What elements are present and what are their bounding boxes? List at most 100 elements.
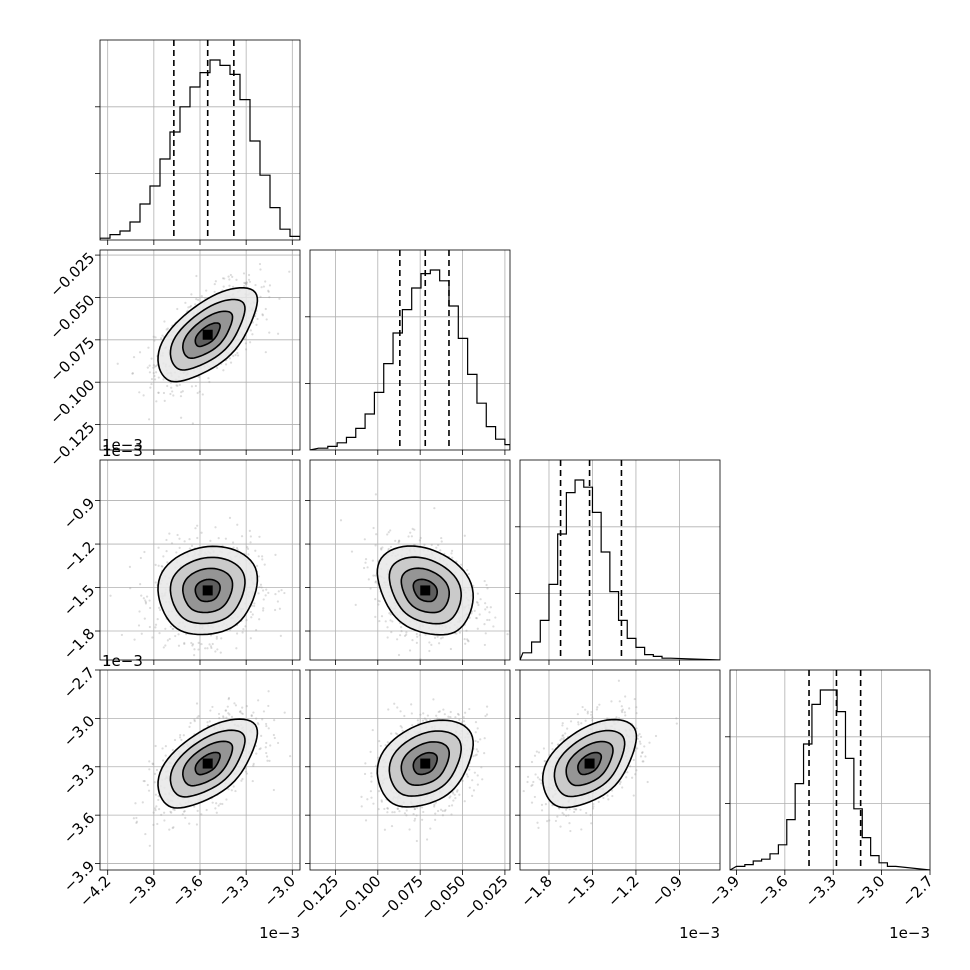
sample-point [423, 717, 426, 720]
sample-point [386, 533, 389, 536]
sample-point [262, 710, 266, 713]
sample-point [157, 795, 160, 798]
sample-point [161, 565, 164, 568]
sample-point [232, 354, 235, 358]
sample-point [222, 285, 225, 288]
sample-point [389, 619, 392, 622]
density-peak [202, 329, 213, 340]
sample-point [246, 547, 250, 550]
sample-point [398, 540, 401, 543]
sample-point [116, 362, 119, 365]
sample-point [195, 823, 199, 826]
histogram-step [310, 269, 510, 450]
sample-point [396, 807, 399, 810]
sample-point [160, 565, 163, 568]
sample-point [522, 789, 525, 793]
sample-point [233, 702, 236, 705]
sample-point [163, 399, 166, 402]
sample-point [245, 283, 248, 286]
sample-point [195, 702, 199, 705]
sample-point [399, 724, 402, 728]
sample-point [458, 718, 461, 721]
sample-point [109, 594, 112, 597]
sample-point [154, 581, 157, 584]
sample-point [135, 816, 138, 820]
sample-point [252, 711, 255, 714]
sample-point [164, 744, 167, 748]
sample-point [260, 286, 263, 289]
sample-point [225, 716, 228, 719]
sample-point [384, 620, 387, 623]
sample-point [396, 732, 399, 736]
sample-point [577, 723, 580, 726]
sample-point [159, 608, 162, 612]
sample-point [170, 542, 174, 545]
sample-point [255, 323, 258, 326]
sample-point [407, 535, 410, 538]
sample-point [165, 550, 168, 553]
sample-point [162, 378, 165, 381]
sample-point [372, 526, 375, 530]
sample-point [450, 549, 454, 552]
sample-point [632, 794, 635, 797]
sample-point [561, 734, 564, 737]
sample-point [142, 779, 145, 783]
sample-point [166, 639, 169, 642]
sample-point [155, 805, 158, 808]
sample-point [243, 337, 246, 341]
sample-point [268, 296, 271, 299]
sample-point [248, 529, 251, 532]
sample-point [426, 714, 430, 717]
density-contour [376, 545, 475, 636]
sample-point [460, 563, 463, 566]
sample-point [191, 644, 194, 647]
density-contour [400, 741, 450, 786]
sample-point [231, 541, 235, 544]
density-peak [420, 585, 431, 596]
sample-point [360, 805, 363, 808]
density-contour [169, 298, 246, 371]
sample-point [143, 780, 146, 783]
sample-point [265, 751, 268, 755]
panel-frame [309, 249, 511, 451]
sample-point [428, 649, 431, 653]
sample-point [247, 273, 251, 277]
sample-point [142, 597, 145, 600]
sample-point [389, 545, 393, 549]
sample-point [190, 641, 193, 645]
sample-point [228, 713, 231, 716]
sample-point [434, 801, 437, 804]
sample-point [369, 587, 372, 590]
sample-point [234, 704, 238, 707]
sample-point [474, 739, 477, 743]
sample-point [479, 598, 482, 601]
sample-point [252, 764, 255, 767]
sample-point [209, 539, 212, 542]
sample-point [153, 772, 157, 776]
sample-point [470, 612, 473, 615]
sample-point [161, 334, 164, 337]
sample-point [147, 789, 151, 792]
sample-point [379, 744, 382, 748]
sample-point [224, 363, 228, 366]
density-peak [202, 758, 213, 769]
sample-point [256, 317, 259, 321]
sample-point [419, 658, 422, 660]
pair-contents [132, 690, 292, 847]
sample-point [209, 645, 213, 648]
density-contour [400, 567, 450, 614]
x-tick-label: −0.025 [460, 872, 512, 924]
sample-point [440, 540, 443, 543]
sample-point [148, 844, 151, 847]
marginal-panel-1 [305, 249, 511, 455]
sample-point [235, 632, 239, 635]
sample-point [155, 371, 158, 374]
y-tick-label: −3.3 [60, 760, 98, 798]
x-tick-label: −3.0 [850, 872, 888, 910]
sample-point [241, 631, 244, 634]
density-contour [376, 719, 475, 808]
sample-point [364, 558, 368, 561]
sample-point [273, 719, 276, 722]
sample-point [231, 285, 235, 288]
